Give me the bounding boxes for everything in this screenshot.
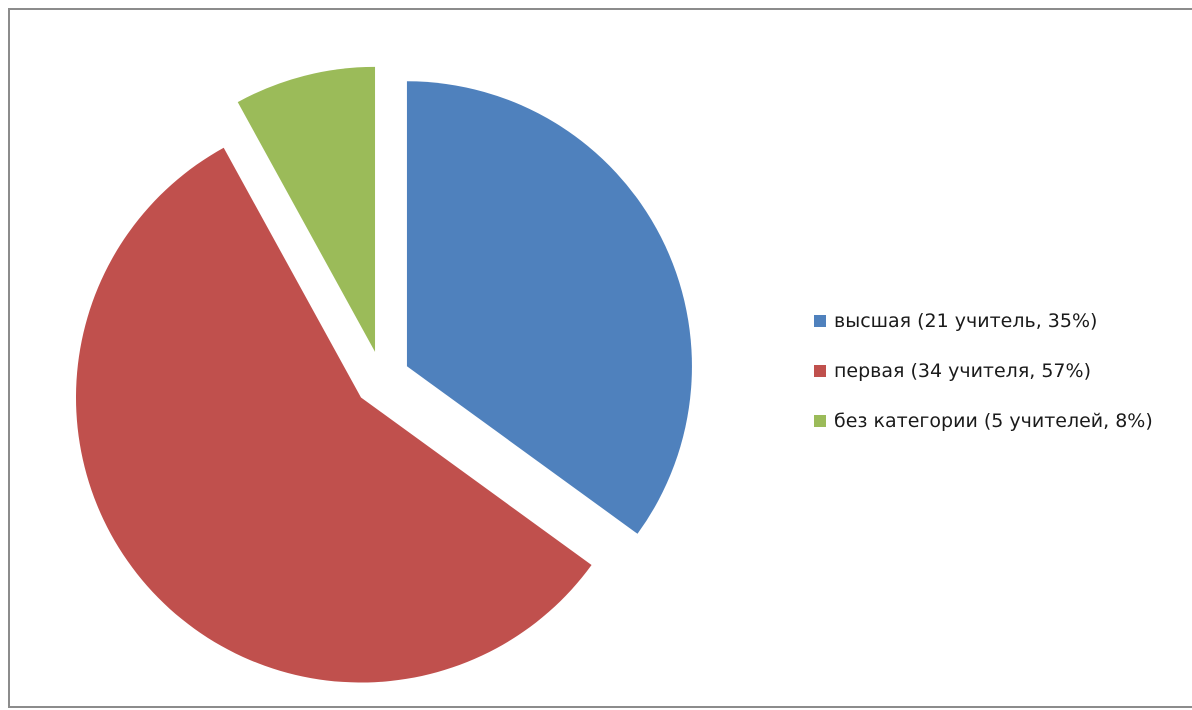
legend-item-1: высшая (21 учитель, 35%) — [814, 296, 1153, 346]
pie-chart — [75, 66, 692, 683]
legend-label: высшая (21 учитель, 35%) — [834, 310, 1098, 332]
legend-swatch — [814, 415, 826, 427]
legend-item-3: без категории (5 учителей, 8%) — [814, 396, 1153, 446]
legend-label: без категории (5 учителей, 8%) — [834, 410, 1153, 432]
legend-label: первая (34 учителя, 57%) — [834, 360, 1091, 382]
legend-swatch — [814, 365, 826, 377]
chart-area: высшая (21 учитель, 35%) первая (34 учите… — [8, 8, 1192, 708]
legend-swatch — [814, 315, 826, 327]
pie-slice-2 — [75, 147, 592, 683]
legend-item-2: первая (34 учителя, 57%) — [814, 346, 1153, 396]
pie-slice-3 — [237, 66, 376, 352]
legend: высшая (21 учитель, 35%) первая (34 учите… — [814, 296, 1153, 446]
pie-slice-1 — [406, 81, 692, 534]
